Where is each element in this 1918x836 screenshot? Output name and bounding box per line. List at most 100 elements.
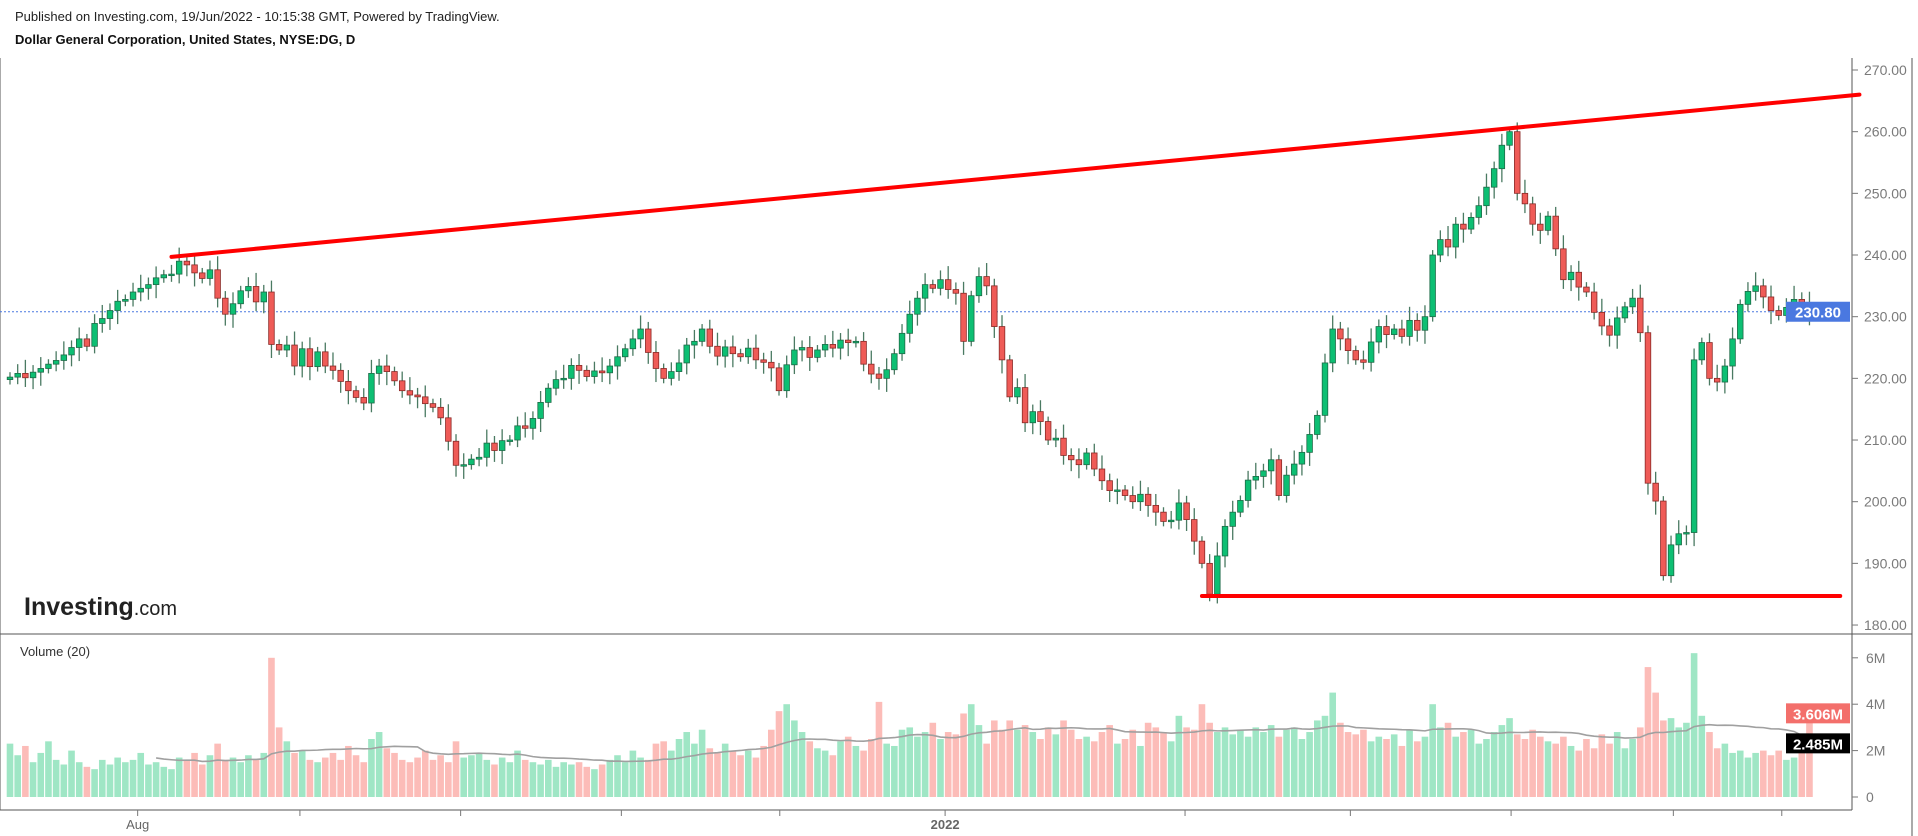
volume-bar[interactable] bbox=[1014, 729, 1021, 797]
candle[interactable] bbox=[14, 364, 21, 385]
volume-bar[interactable] bbox=[1544, 741, 1552, 797]
volume-bar[interactable] bbox=[1021, 725, 1029, 797]
volume-bar[interactable] bbox=[752, 757, 760, 797]
candle[interactable] bbox=[114, 289, 121, 325]
volume-bar[interactable] bbox=[1175, 715, 1183, 797]
volume-bar[interactable] bbox=[1183, 727, 1190, 797]
candle[interactable] bbox=[6, 372, 14, 385]
volume-bar[interactable] bbox=[806, 741, 814, 797]
volume-bar[interactable] bbox=[706, 748, 714, 797]
candle[interactable] bbox=[222, 291, 229, 326]
volume-bar[interactable] bbox=[1367, 741, 1375, 797]
candle[interactable] bbox=[1037, 400, 1044, 436]
candle[interactable] bbox=[1144, 487, 1152, 517]
volume-bar[interactable] bbox=[1221, 727, 1229, 797]
candle[interactable] bbox=[1490, 161, 1498, 199]
candle[interactable] bbox=[1529, 196, 1536, 236]
volume-bar[interactable] bbox=[1644, 667, 1652, 797]
candle[interactable] bbox=[691, 329, 698, 359]
volume-bar[interactable] bbox=[475, 752, 483, 797]
volume-bar[interactable] bbox=[621, 762, 629, 797]
candle[interactable] bbox=[1229, 500, 1236, 540]
candle[interactable] bbox=[1706, 333, 1713, 386]
candle[interactable] bbox=[891, 348, 898, 375]
candle[interactable] bbox=[1283, 465, 1290, 503]
candle[interactable] bbox=[1721, 358, 1729, 394]
candle[interactable] bbox=[1367, 328, 1375, 372]
volume-bar[interactable] bbox=[60, 764, 68, 797]
volume-bar[interactable] bbox=[1560, 736, 1567, 797]
resistance-trendline[interactable] bbox=[169, 92, 1862, 259]
candle[interactable] bbox=[160, 269, 167, 283]
volume-bar[interactable] bbox=[1690, 653, 1698, 797]
candle[interactable] bbox=[1121, 485, 1129, 501]
candle[interactable] bbox=[637, 315, 644, 349]
candle[interactable] bbox=[1590, 282, 1598, 320]
volume-bar[interactable] bbox=[452, 741, 460, 797]
candle[interactable] bbox=[483, 429, 490, 467]
volume-bar[interactable] bbox=[1752, 752, 1759, 797]
candle[interactable] bbox=[806, 336, 813, 371]
candle[interactable] bbox=[798, 340, 806, 362]
volume-bar[interactable] bbox=[145, 764, 152, 797]
volume-bar[interactable] bbox=[91, 769, 98, 797]
candle[interactable] bbox=[1521, 179, 1529, 214]
volume-bar[interactable] bbox=[1129, 729, 1137, 797]
candle[interactable] bbox=[875, 366, 883, 390]
volume-bar[interactable] bbox=[106, 764, 114, 797]
candle[interactable] bbox=[260, 284, 267, 314]
candle[interactable] bbox=[1183, 495, 1190, 531]
candle[interactable] bbox=[1237, 495, 1244, 518]
volume-bar[interactable] bbox=[537, 764, 544, 797]
volume-bar[interactable] bbox=[891, 745, 898, 797]
candle[interactable] bbox=[783, 355, 790, 398]
volume-bar[interactable] bbox=[575, 762, 583, 797]
volume-bar[interactable] bbox=[883, 743, 890, 797]
volume-bar[interactable] bbox=[591, 769, 598, 797]
volume-bar[interactable] bbox=[1490, 732, 1498, 797]
candle[interactable] bbox=[1690, 348, 1698, 547]
volume-bar[interactable] bbox=[1283, 729, 1290, 797]
volume-bar[interactable] bbox=[1383, 739, 1390, 797]
candle[interactable] bbox=[45, 359, 52, 374]
volume-bar[interactable] bbox=[629, 750, 637, 797]
candle[interactable] bbox=[745, 338, 752, 364]
candle[interactable] bbox=[1713, 364, 1721, 392]
volume-bar[interactable] bbox=[1060, 720, 1067, 797]
candle[interactable] bbox=[275, 339, 283, 355]
candle[interactable] bbox=[406, 377, 414, 405]
volume-bar[interactable] bbox=[498, 757, 506, 797]
candle[interactable] bbox=[960, 281, 967, 355]
volume-bar[interactable] bbox=[122, 762, 129, 797]
volume-bar[interactable] bbox=[1090, 741, 1098, 797]
candle[interactable] bbox=[714, 332, 721, 366]
volume-bar[interactable] bbox=[1413, 741, 1421, 797]
volume-bar[interactable] bbox=[721, 743, 729, 797]
volume-bar[interactable] bbox=[1537, 736, 1544, 797]
volume-bar[interactable] bbox=[983, 743, 990, 797]
volume-bar[interactable] bbox=[714, 752, 721, 797]
candle[interactable] bbox=[345, 370, 352, 405]
volume-bar[interactable] bbox=[460, 757, 468, 797]
volume-bar[interactable] bbox=[191, 752, 198, 797]
candle[interactable] bbox=[1429, 250, 1436, 322]
candle[interactable] bbox=[429, 398, 437, 413]
volume-bar[interactable] bbox=[260, 752, 268, 797]
volume-bar[interactable] bbox=[1636, 727, 1644, 797]
volume-bar[interactable] bbox=[991, 720, 998, 797]
volume-bar[interactable] bbox=[1344, 732, 1352, 797]
volume-bar[interactable] bbox=[298, 750, 306, 797]
candle[interactable] bbox=[1752, 272, 1759, 301]
candle[interactable] bbox=[1337, 321, 1344, 351]
volume-bar[interactable] bbox=[1736, 750, 1744, 797]
volume-bar[interactable] bbox=[352, 755, 360, 797]
candle[interactable] bbox=[1068, 448, 1075, 472]
volume-bar[interactable] bbox=[1067, 729, 1075, 797]
candle[interactable] bbox=[614, 345, 621, 380]
volume-bar[interactable] bbox=[737, 755, 744, 797]
candle[interactable] bbox=[1544, 211, 1552, 236]
volume-bar[interactable] bbox=[914, 736, 921, 797]
volume-bar[interactable] bbox=[345, 745, 352, 797]
volume-bar[interactable] bbox=[391, 752, 398, 797]
volume-bar[interactable] bbox=[1475, 743, 1483, 797]
